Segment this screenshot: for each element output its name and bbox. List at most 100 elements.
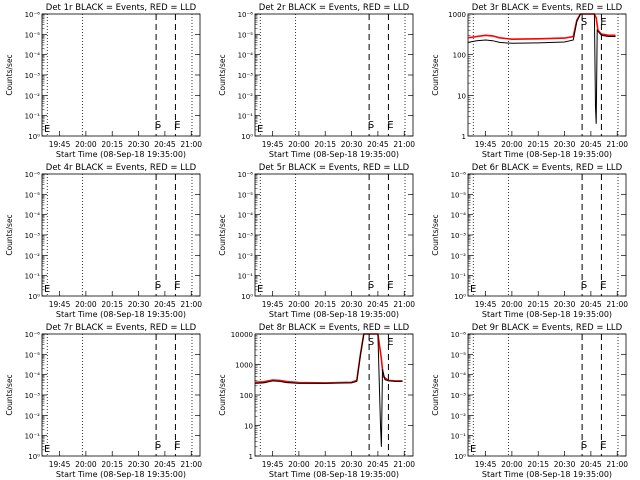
panel-title: Det 6r BLACK = Events, RED = LLD [472, 163, 623, 173]
y-tick-label: 100 [453, 52, 466, 60]
y-tick-label: 10⁻¹ [25, 273, 41, 281]
x-axis-label: Start Time (08-Sep-18 19:35:00) [269, 310, 399, 319]
x-tick-label: 20:15 [527, 300, 549, 309]
x-tick-label: 19:45 [262, 300, 284, 309]
y-tick-label: 10⁰ [28, 293, 40, 301]
y-tick-label: 10⁻⁵ [25, 191, 41, 199]
y-tick-label: 10⁻³ [25, 232, 41, 240]
y-tick-label: 10⁰ [241, 133, 253, 141]
panel-title: Det 9r BLACK = Events, RED = LLD [472, 323, 623, 333]
x-tick-label: 19:45 [49, 140, 71, 149]
y-tick-label: 10⁻⁶ [238, 11, 254, 19]
series-line-1 [254, 333, 403, 447]
y-tick-label: 10⁻³ [451, 232, 467, 240]
y-tick-label: 1 [462, 133, 466, 141]
panel-title: Det 2r BLACK = Events, RED = LLD [259, 3, 410, 13]
x-tick-label: 19:45 [49, 460, 71, 469]
edge-label: E [257, 284, 263, 295]
plot-frame [467, 13, 627, 137]
y-tick-label: 10⁻⁵ [25, 351, 41, 359]
y-tick-label: 10⁻⁶ [238, 171, 254, 179]
y-tick-label: 10⁻⁶ [25, 11, 41, 19]
x-tick-label: 19:45 [262, 140, 284, 149]
y-tick-label: 10⁻⁶ [25, 171, 41, 179]
panel-det-9: Det 9r BLACK = Events, RED = LLD 10⁰ 10⁻¹ 1… [431, 323, 628, 479]
plot-frame [41, 13, 201, 137]
y-tick-label: 10⁻³ [25, 72, 41, 80]
x-tick-label: 21:00 [180, 140, 202, 149]
y-tick-label: 10⁻¹ [238, 113, 254, 121]
plot-frame [41, 173, 201, 297]
y-tick-label: 10⁻⁴ [451, 372, 467, 380]
plot-frame [467, 173, 627, 297]
event-marker-label: S [368, 337, 374, 348]
y-axis-label: Counts/sec [5, 214, 14, 255]
y-tick-label: 10⁻¹ [451, 433, 467, 441]
plot-frame [254, 173, 414, 297]
y-axis-label: Counts/sec [431, 54, 440, 95]
y-tick-label: 10⁻¹ [238, 273, 254, 281]
y-tick-label: 10⁻¹ [25, 433, 41, 441]
x-tick-label: 20:30 [341, 460, 363, 469]
edge-label: E [44, 284, 50, 295]
x-tick-label: 19:45 [475, 460, 497, 469]
x-tick-label: 21:00 [606, 300, 628, 309]
x-tick-label: 21:00 [180, 300, 202, 309]
x-tick-label: 20:15 [101, 300, 123, 309]
panel-title: Det 7r BLACK = Events, RED = LLD [46, 323, 197, 333]
x-tick-label: 20:15 [314, 140, 336, 149]
x-tick-label: 20:00 [501, 460, 523, 469]
y-tick-label: 10⁰ [454, 293, 466, 301]
x-tick-label: 20:30 [554, 300, 576, 309]
y-axis-label: Counts/sec [218, 214, 227, 255]
y-tick-label: 10⁰ [454, 453, 466, 461]
y-tick-label: 1000 [235, 362, 253, 370]
y-tick-label: 10 [457, 92, 466, 100]
x-tick-label: 20:45 [367, 300, 389, 309]
y-tick-label: 10 [244, 423, 253, 431]
panel-title: Det 8r BLACK = Events, RED = LLD [259, 323, 410, 333]
x-tick-label: 21:00 [606, 460, 628, 469]
y-tick-label: 10⁻⁵ [451, 351, 467, 359]
edge-label: E [257, 124, 263, 135]
x-tick-label: 20:00 [288, 140, 310, 149]
plot-frame [254, 333, 414, 457]
x-tick-label: 20:00 [288, 460, 310, 469]
y-tick-label: 10⁻³ [238, 232, 254, 240]
y-tick-label: 10⁻⁶ [451, 171, 467, 179]
y-tick-label: 10⁻⁴ [25, 52, 41, 60]
y-tick-label: 10⁻⁶ [451, 331, 467, 339]
panel-det-4: Det 4r BLACK = Events, RED = LLD 10⁰ 10⁻¹ 1… [5, 163, 202, 319]
x-tick-label: 20:00 [75, 460, 97, 469]
edge-label: E [44, 124, 50, 135]
y-tick-label: 10⁻¹ [25, 113, 41, 121]
x-tick-label: 20:00 [75, 140, 97, 149]
y-tick-label: 10⁻⁶ [25, 331, 41, 339]
x-tick-label: 20:00 [501, 140, 523, 149]
x-tick-label: 20:45 [580, 460, 602, 469]
x-axis-label: Start Time (08-Sep-18 19:35:00) [269, 150, 399, 159]
event-marker-label: E [387, 120, 393, 131]
y-tick-label: 10⁻² [451, 412, 467, 420]
y-tick-label: 10000 [231, 331, 253, 339]
x-tick-label: 20:45 [154, 140, 176, 149]
y-tick-label: 10⁻⁵ [25, 31, 41, 39]
event-marker-label: E [600, 280, 606, 291]
x-axis-label: Start Time (08-Sep-18 19:35:00) [56, 150, 186, 159]
y-tick-label: 10⁻⁵ [238, 191, 254, 199]
y-tick-label: 10⁻⁴ [238, 52, 254, 60]
y-tick-label: 1000 [448, 11, 466, 19]
y-tick-label: 10⁻³ [451, 392, 467, 400]
panel-det-1: Det 1r BLACK = Events, RED = LLD 10⁰ 10⁻¹ 1… [5, 3, 202, 159]
event-marker-label: S [581, 440, 587, 451]
y-axis-label: Counts/sec [5, 374, 14, 415]
y-tick-label: 10⁻³ [25, 392, 41, 400]
y-tick-label: 10⁻² [238, 92, 254, 100]
x-tick-label: 20:30 [554, 460, 576, 469]
x-tick-label: 19:45 [49, 300, 71, 309]
x-tick-label: 19:45 [262, 460, 284, 469]
x-tick-label: 19:45 [475, 300, 497, 309]
edge-label: E [470, 444, 476, 455]
x-tick-label: 19:45 [475, 140, 497, 149]
y-axis-label: Counts/sec [218, 54, 227, 95]
